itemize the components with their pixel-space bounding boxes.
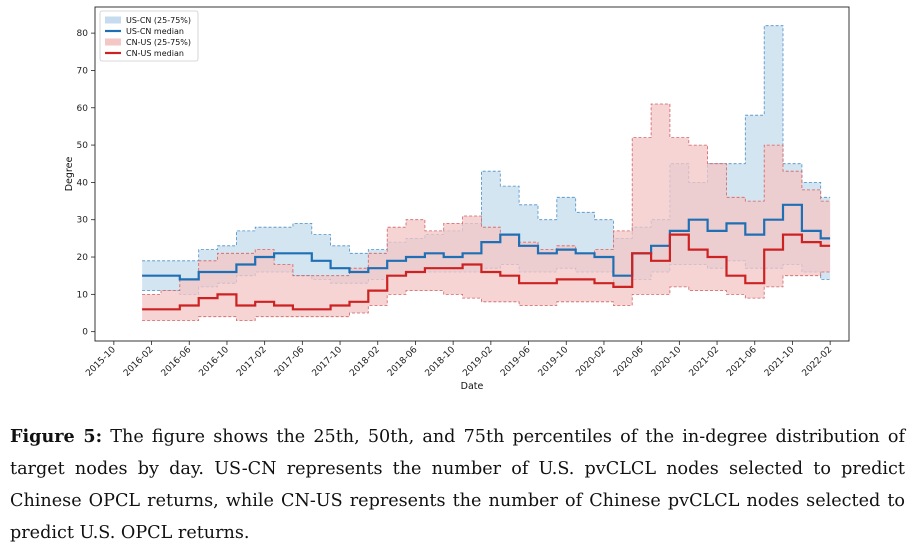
caption-label: Figure 5:	[10, 426, 103, 447]
us-cn-median-line	[142, 203, 831, 281]
cn-us-band-lower-edge	[142, 271, 831, 321]
x-tick-label: 2020-06	[612, 345, 646, 379]
y-axis: 0 10 20 30 40 50 60 70 80	[77, 29, 95, 338]
x-tick-label: 2019-10	[537, 345, 571, 379]
x-tick-label: 2016-02	[122, 345, 156, 379]
us-cn-band-upper-edge	[142, 25, 831, 262]
legend-swatch	[105, 38, 121, 46]
x-tick-label: 2017-02	[235, 345, 269, 379]
legend: US-CN (25-75%) US-CN median CN-US (25-75%)…	[99, 10, 199, 62]
x-tick-label: 2016-10	[197, 345, 231, 379]
legend-entry: CN-US (25-75%)	[126, 38, 191, 47]
x-tick-label: 2022-02	[801, 345, 835, 379]
figure-caption: Figure 5: The figure shows the 25th, 50t…	[10, 421, 905, 549]
x-tick-label: 2021-10	[763, 345, 797, 379]
x-tick-label: 2021-02	[688, 345, 722, 379]
cn-us-band-upper-edge	[142, 103, 831, 295]
y-tick-label: 30	[77, 216, 89, 226]
y-axis-label: Degree	[64, 157, 75, 192]
y-tick-label: 20	[77, 253, 89, 263]
x-tick-label: 2017-06	[273, 345, 307, 379]
x-axis-label: Date	[461, 381, 484, 392]
legend-entry: CN-US median	[126, 49, 184, 58]
x-tick-label: 2018-02	[348, 345, 382, 379]
x-tick-label: 2020-02	[574, 345, 608, 379]
x-tick-label: 2018-06	[386, 345, 420, 379]
x-tick-label: 2019-02	[461, 345, 495, 379]
legend-entry: US-CN (25-75%)	[126, 16, 191, 25]
legend-swatch	[105, 16, 121, 24]
y-tick-label: 0	[82, 328, 88, 338]
x-axis: 2015-10 2016-02 2016-06 2016-10 2017-02 2017-…	[84, 341, 834, 379]
series-layer	[142, 25, 831, 321]
y-tick-label: 40	[77, 178, 89, 188]
x-tick-label: 2020-10	[650, 345, 684, 379]
y-tick-label: 10	[77, 290, 89, 300]
y-tick-label: 50	[77, 141, 89, 151]
x-tick-label: 2015-10	[84, 345, 118, 379]
y-tick-label: 60	[77, 104, 89, 114]
cn-us-band	[142, 104, 831, 321]
caption-text: The figure shows the 25th, 50th, and 75t…	[10, 427, 905, 543]
y-tick-label: 70	[77, 66, 89, 76]
x-tick-label: 2018-10	[424, 345, 458, 379]
cn-us-median-line	[142, 233, 831, 311]
x-tick-label: 2017-10	[311, 345, 345, 379]
x-tick-label: 2016-06	[160, 345, 194, 379]
y-tick-label: 80	[77, 29, 89, 39]
x-tick-label: 2019-06	[499, 345, 533, 379]
legend-box	[99, 10, 199, 62]
x-tick-label: 2021-06	[725, 345, 759, 379]
legend-entry: US-CN median	[126, 27, 184, 36]
plot-frame	[94, 6, 850, 342]
